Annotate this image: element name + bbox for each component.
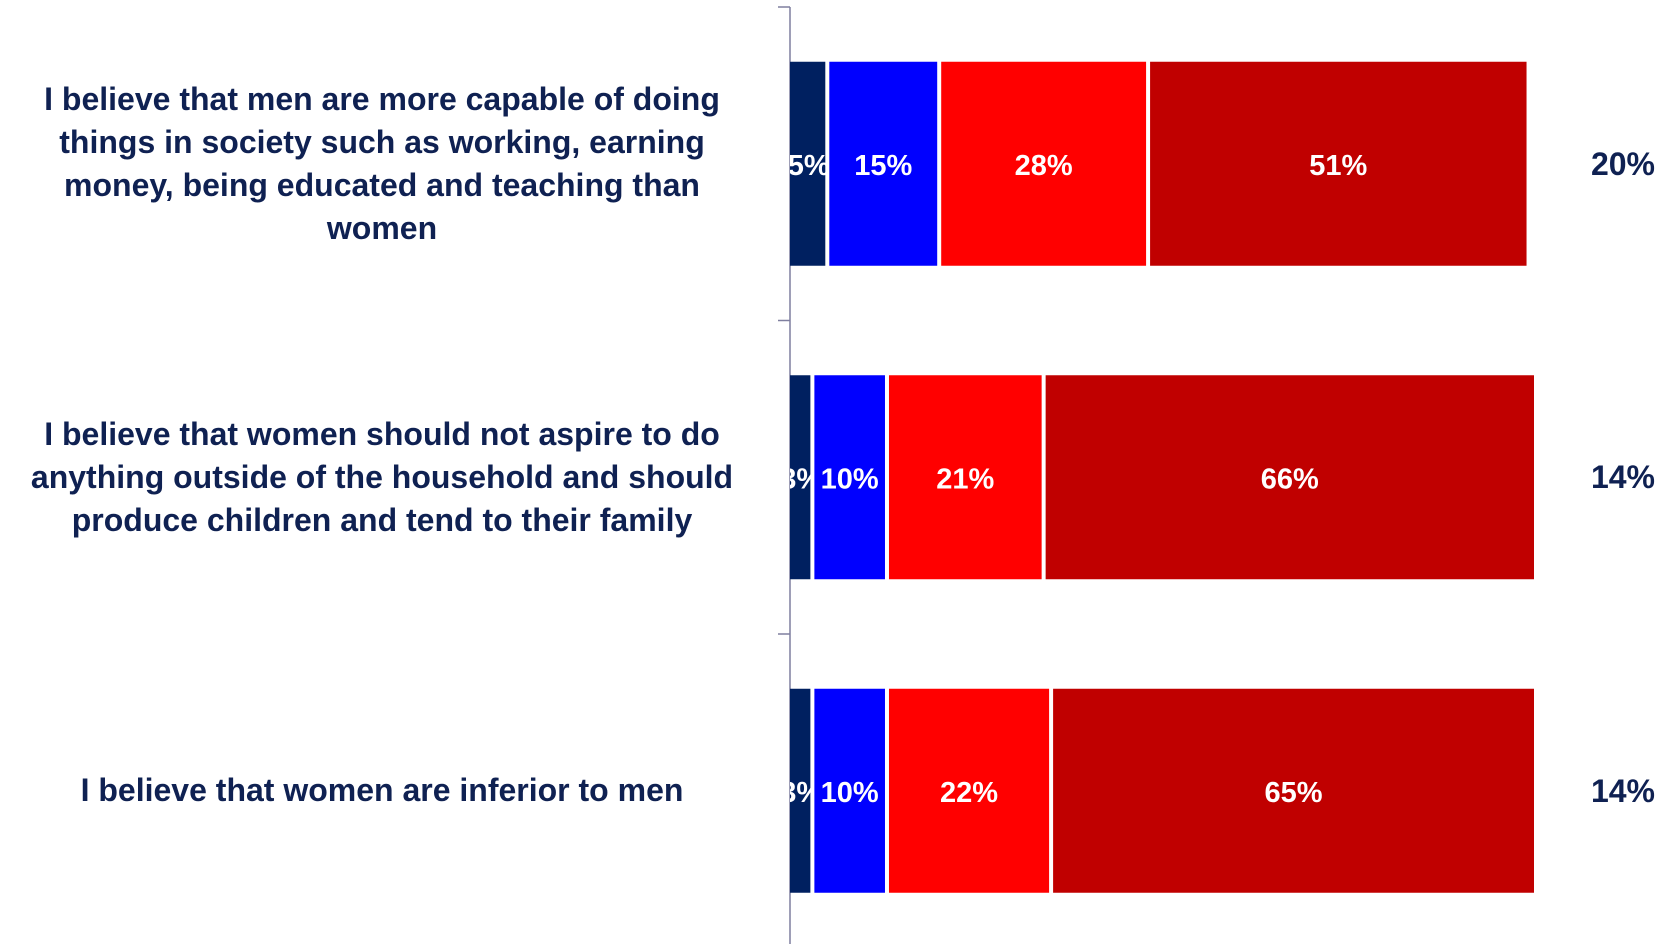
bar-segment-2-4 <box>1045 375 1534 580</box>
bar-segment-2-3 <box>888 375 1042 580</box>
data-label-1-4: 51% <box>1309 150 1367 182</box>
bar-segment-1-4 <box>1150 61 1527 266</box>
total-label-1: 20% <box>1590 145 1655 182</box>
data-label-1-2: 15% <box>854 150 912 182</box>
total-label-3: 14% <box>1590 772 1655 809</box>
data-label-3-4: 65% <box>1265 777 1323 809</box>
data-label-2-3: 21% <box>936 463 994 495</box>
bar-segment-3-3 <box>888 688 1050 893</box>
bar-segment-1-1 <box>790 61 826 266</box>
data-label-1-1: 5% <box>788 150 830 182</box>
bar-segment-3-2 <box>814 688 885 893</box>
data-label-1-3: 28% <box>1015 150 1073 182</box>
bar-segment-2-2 <box>814 375 885 580</box>
bar-segment-1-2 <box>829 61 938 266</box>
bar-segment-2-1 <box>790 375 811 580</box>
data-label-2-2: 10% <box>821 463 879 495</box>
category-label-3: I believe that women are inferior to men <box>80 772 684 809</box>
bar-segment-1-3 <box>941 61 1147 266</box>
category-label-2: I believe that women should not aspire t… <box>30 415 734 538</box>
category-label-1: I believe that men are more capable of d… <box>44 80 720 246</box>
total-label-2: 14% <box>1590 459 1655 496</box>
data-label-2-4: 66% <box>1261 463 1319 495</box>
data-label-3-3: 22% <box>940 777 998 809</box>
bar-segment-3-1 <box>790 688 811 893</box>
bar-segment-3-4 <box>1053 688 1534 893</box>
data-label-3-2: 10% <box>821 777 879 809</box>
